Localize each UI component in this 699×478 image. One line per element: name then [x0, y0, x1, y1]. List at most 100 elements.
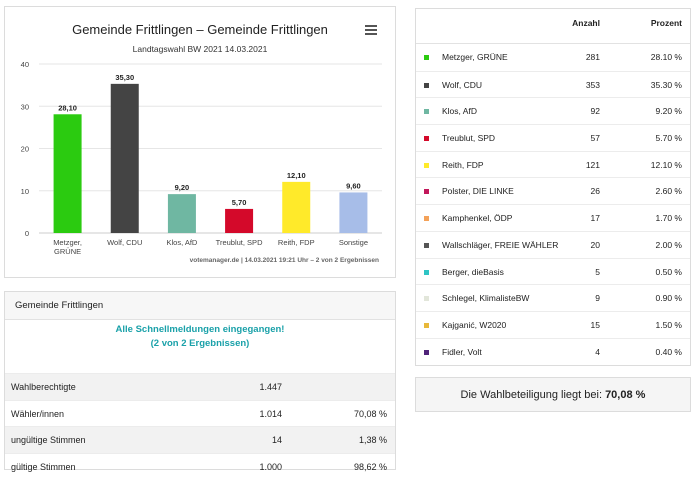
info-label: Wahlberechtigte	[11, 382, 76, 392]
party-percent: 35.30 %	[650, 79, 682, 90]
result-row: Kamphenkel, ÖDP 17 1.70 %	[416, 204, 690, 231]
party-percent: 2.60 %	[655, 186, 682, 197]
info-percent: 1,38 %	[358, 435, 387, 445]
x-tick-label: Wolf, CDU	[107, 238, 142, 247]
party-name: Wolf, CDU	[442, 79, 482, 90]
info-notice: Alle Schnellmeldungen eingegangen! (2 vo…	[5, 320, 395, 373]
result-row: Reith, FDP 121 12.10 %	[416, 150, 690, 178]
y-tick-label: 0	[25, 229, 29, 238]
info-value: 1.000	[259, 461, 282, 472]
results-table: Anzahl Prozent Metzger, GRÜNE 281 28.10 % W…	[415, 8, 691, 366]
party-count: 353	[585, 79, 600, 90]
y-tick-label: 20	[21, 145, 29, 154]
bar-value-label: 9,60	[346, 181, 361, 190]
party-color-swatch	[424, 162, 429, 168]
result-row: Fidler, Volt 4 0.40 %	[416, 337, 690, 365]
party-count: 15	[590, 319, 600, 330]
result-row: Wolf, CDU 353 35.30 %	[416, 70, 690, 98]
party-count: 20	[590, 239, 600, 250]
party-count: 17	[590, 213, 600, 224]
bar-chart: 0 10 20 30 40 28,10 Metzger,GRÜNE 35,30 Wolf, CD…	[21, 60, 382, 256]
result-row: Treublut, SPD 57 5.70 %	[416, 124, 690, 151]
bar	[225, 208, 254, 233]
turnout-text: Die Wahlbeteiligung liegt bei:	[460, 389, 602, 401]
party-percent: 5.70 %	[655, 133, 682, 144]
result-row: Schlegel, KlimalisteBW 9 0.90 %	[416, 284, 690, 311]
info-label: gültige Stimmen	[11, 461, 76, 472]
bar-value-label: 28,10	[58, 103, 77, 112]
party-color-swatch	[424, 296, 429, 302]
party-name: Wallschläger, FREIE WÄHLER	[442, 239, 559, 250]
party-name: Klos, AfD	[442, 106, 477, 117]
column-header-percent: Prozent	[650, 18, 682, 28]
info-row-valid: gültige Stimmen 1.000 98,62 %	[5, 452, 395, 478]
chart-panel: Gemeinde Frittlingen – Gemeinde Frittlin…	[4, 6, 396, 278]
turnout-box: Die Wahlbeteiligung liegt bei: 70,08 %	[415, 377, 691, 412]
party-count: 121	[585, 159, 600, 170]
bar	[167, 194, 196, 233]
chart-credit: votemanager.de | 14.03.2021 19:21 Uhr – …	[189, 257, 379, 264]
x-tick-label: Treublut, SPD	[216, 238, 263, 247]
info-row-voters: Wähler/innen 1.014 70,08 %	[5, 399, 395, 427]
party-percent: 28.10 %	[650, 52, 682, 62]
party-percent: 1.50 %	[655, 319, 682, 330]
bar	[282, 181, 311, 233]
party-color-swatch	[424, 242, 429, 248]
info-value: 14	[271, 435, 282, 445]
bar	[339, 192, 368, 233]
municipality-info-panel: Gemeinde Frittlingen Alle Schnellmeldung…	[4, 291, 396, 472]
party-name: Kajganić, W2020	[442, 319, 507, 330]
y-tick-label: 30	[21, 102, 29, 111]
chart-subtitle: Landtagswahl BW 2021 14.03.2021	[132, 44, 268, 54]
result-row: Kajganić, W2020 15 1.50 %	[416, 310, 690, 338]
party-percent: 1.70 %	[655, 213, 682, 224]
party-percent: 0.50 %	[655, 266, 682, 277]
column-header-count: Anzahl	[572, 18, 600, 28]
x-tick-label: Klos, AfD	[166, 238, 197, 247]
x-tick-label: Reith, FDP	[278, 238, 315, 247]
result-row: Metzger, GRÜNE 281 28.10 %	[416, 44, 690, 71]
info-value: 1.447	[259, 382, 282, 392]
info-row-eligible: Wahlberechtigte 1.447	[5, 373, 395, 400]
result-row: Klos, AfD 92 9.20 %	[416, 97, 690, 124]
party-color-swatch	[424, 189, 429, 195]
party-color-swatch	[424, 82, 429, 88]
party-count: 4	[595, 346, 600, 357]
party-color-swatch	[424, 136, 429, 142]
hamburger-menu-icon[interactable]	[365, 25, 377, 35]
party-name: Treublut, SPD	[442, 133, 496, 144]
y-tick-label: 10	[21, 187, 29, 196]
party-color-swatch	[424, 322, 429, 328]
party-count: 281	[585, 52, 600, 62]
result-row: Polster, DIE LINKE 26 2.60 %	[416, 177, 690, 204]
party-percent: 12.10 %	[650, 159, 682, 170]
info-percent: 98,62 %	[353, 461, 387, 472]
party-color-swatch	[424, 269, 429, 275]
result-row: Berger, dieBasis 5 0.50 %	[416, 257, 690, 285]
party-name: Schlegel, KlimalisteBW	[442, 293, 530, 304]
info-percent: 70,08 %	[353, 408, 387, 419]
x-tick-label: GRÜNE	[54, 247, 81, 256]
results-table-header: Anzahl Prozent	[416, 9, 690, 44]
notice-line-2: (2 von 2 Ergebnissen)	[150, 338, 250, 349]
bar-value-label: 9,20	[175, 183, 190, 192]
info-value: 1.014	[259, 408, 282, 419]
party-name: Metzger, GRÜNE	[442, 52, 508, 62]
bar-value-label: 5,70	[232, 198, 247, 207]
party-name: Reith, FDP	[442, 159, 484, 170]
x-tick-label: Sonstige	[339, 238, 368, 247]
notice-line-1: Alle Schnellmeldungen eingegangen!	[115, 324, 285, 335]
bar-value-label: 35,30	[115, 73, 134, 82]
party-color-swatch	[424, 109, 429, 115]
party-count: 26	[590, 186, 600, 197]
party-count: 9	[595, 293, 600, 304]
party-color-swatch	[424, 55, 429, 60]
info-label: Wähler/innen	[11, 408, 65, 419]
bar	[53, 114, 82, 233]
bar	[110, 83, 139, 233]
party-name: Berger, dieBasis	[442, 266, 504, 277]
party-name: Kamphenkel, ÖDP	[442, 213, 513, 224]
x-tick-label: Metzger,	[53, 238, 82, 247]
turnout-value: 70,08 %	[605, 389, 646, 401]
party-name: Polster, DIE LINKE	[442, 186, 514, 197]
